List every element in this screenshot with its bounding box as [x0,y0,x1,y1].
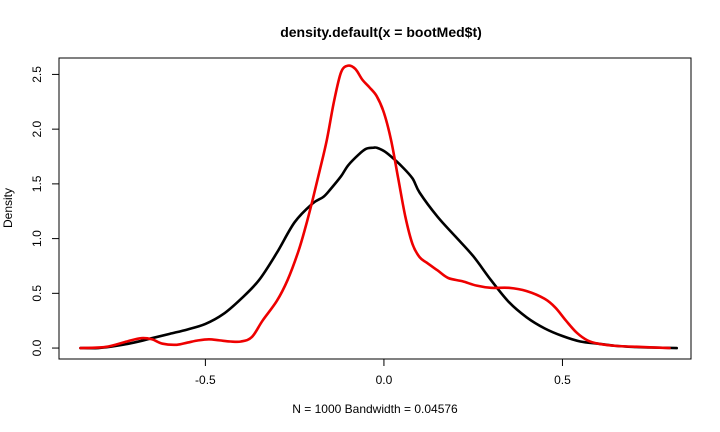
y-tick-label: 1.0 [30,230,44,247]
y-tick-label: 0.5 [30,285,44,302]
density-line-series-2 [79,64,671,350]
y-tick-label: 2.0 [30,120,44,137]
plot-frame [58,57,692,360]
y-axis-label: Density [1,188,15,228]
x-tick-label: 0.0 [376,373,393,387]
x-axis-label: N = 1000 Bandwidth = 0.04576 [292,402,458,416]
series-layer [79,64,679,350]
y-tick-label: 0.0 [30,339,44,356]
y-tick-label: 1.5 [30,175,44,192]
y-tick-label: 2.5 [30,66,44,83]
y-axis: 0.0 0.5 1.0 1.5 2.0 2.5 [30,66,60,356]
chart-title: density.default(x = bootMed$t) [280,24,482,40]
x-axis: -0.5 0.0 0.5 [195,358,571,387]
x-tick-label: -0.5 [195,373,216,387]
density-line-series-1 [79,146,679,350]
x-tick-label: 0.5 [554,373,571,387]
